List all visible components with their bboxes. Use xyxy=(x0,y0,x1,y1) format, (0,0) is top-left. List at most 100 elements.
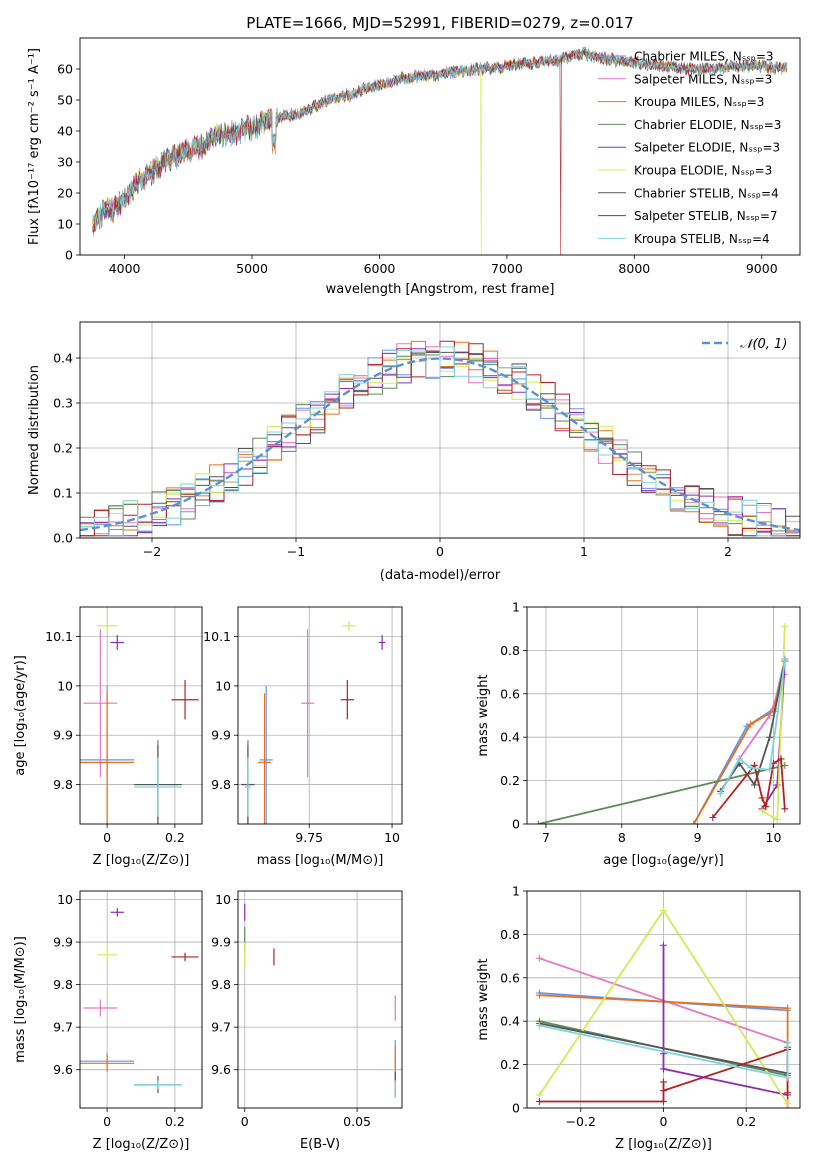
residuals-hist-4 xyxy=(80,348,800,537)
mass_vs_ebv-ytick-label-0: 9.6 xyxy=(211,1062,231,1077)
mass_vs_ebv-xtick-label-1: 0.05 xyxy=(343,1114,371,1129)
age_vs_Z-xtick-label-0: 0 xyxy=(103,830,111,845)
mass_vs_ebv-ytick-label-1: 9.7 xyxy=(211,1020,231,1035)
mass_weight_vs_Z-xtick-label-1: 0 xyxy=(660,1114,668,1129)
residuals-xlabel: (data-model)/error xyxy=(380,568,501,583)
spectrum-frame xyxy=(79,37,801,256)
mass_vs_ebv-axes: 0 0.05 9.6 9.7 9.8 9.9 10 E(B-V) xyxy=(211,891,402,1152)
age_vs_Z-ytick-label-2: 10 xyxy=(57,678,73,693)
mass_weight_vs_Z-xtick-label-2: 0.2 xyxy=(736,1114,756,1129)
spectrum-ytick-label-3: 30 xyxy=(57,155,73,170)
age_vs_mass-axes: 9.75 10 9.8 9.9 10 10.1 mass [log₁₀(M/M⊙)] xyxy=(203,607,402,868)
mass_weight_vs_Z-ytick-label-3: 0.6 xyxy=(500,970,520,985)
age_vs_Z-ytick-label-3: 10.1 xyxy=(45,629,73,644)
mass_weight_vs_Z-xlabel: Z [log₁₀(Z/Z⊙)] xyxy=(615,1137,712,1152)
mass_weight_vs_Z-line-1-marker-0 xyxy=(535,954,543,962)
mass_weight_vs_age-line-5-marker-0 xyxy=(758,807,766,815)
residuals-ytick-label-4: 0.4 xyxy=(53,351,73,366)
age_vs_Z-ytick-label-0: 9.8 xyxy=(53,777,73,792)
spectrum-legend-label-6: Chabrier STELIB, Nₛₛₚ=4 xyxy=(634,186,779,200)
mass_vs_Z-xtick-label-0: 0 xyxy=(103,1114,111,1129)
mass_weight_vs_Z-axes: −0.2 0 0.2 0 0.2 0.4 0.6 0.8 1 Z [log₁₀(Z/Z⊙)] mas… xyxy=(476,884,800,1152)
age_vs_mass-xlabel: mass [log₁₀(M/M⊙)] xyxy=(257,853,384,868)
spectrum-ytick-label-6: 60 xyxy=(57,62,73,77)
residuals-ytick-label-0: 0.0 xyxy=(53,531,73,546)
mass_weight_vs_Z-ytick-label-4: 0.8 xyxy=(500,927,520,942)
residuals-hists xyxy=(80,340,800,537)
mass_weight_vs_age-lines xyxy=(534,623,789,824)
mass_weight_vs_age-line-6-marker-3 xyxy=(766,733,774,741)
mass_weight_vs_age-xtick-label-0: 7 xyxy=(542,830,550,845)
mass_weight_vs_age-frame xyxy=(526,606,801,825)
mass_vs_Z-ytick-label-4: 10 xyxy=(57,892,73,907)
spectrum-legend-label-0: Chabrier MILES, Nₛₛₚ=3 xyxy=(634,50,774,64)
mass_weight_vs_age-line-5-marker-2 xyxy=(781,623,789,631)
age_vs_mass-points xyxy=(241,620,386,824)
mass_weight_vs_age-ytick-label-3: 0.6 xyxy=(500,686,520,701)
spectrum-legend-label-3: Chabrier ELODIE, Nₛₛₚ=3 xyxy=(634,118,781,132)
mass_vs_ebv-ytick-label-3: 9.9 xyxy=(211,935,231,950)
spectrum-xtick-label-3: 7000 xyxy=(491,261,523,276)
spectrum-ytick-label-2: 20 xyxy=(57,186,73,201)
residuals-xtick-label-3: 1 xyxy=(580,544,588,559)
residuals-ylabel: Normed distribution xyxy=(27,365,42,495)
mass_weight_vs_Z-ytick-label-2: 0.4 xyxy=(500,1014,520,1029)
mass_weight_vs_Z-ytick-label-5: 1 xyxy=(512,884,520,899)
mass_weight_vs_age-line-8-marker-3 xyxy=(766,766,774,774)
mass_weight_vs_Z-line-4-marker-2 xyxy=(660,1065,667,1073)
residuals-legend-label: 𝒩(0, 1) xyxy=(740,337,787,352)
spectrum-legend-label-2: Kroupa MILES, Nₛₛₚ=3 xyxy=(634,95,764,109)
mass_weight_vs_age-line-3 xyxy=(538,764,786,824)
mass_weight_vs_age-xtick-label-3: 10 xyxy=(766,830,782,845)
mass_weight_vs_age-line-4-marker-1 xyxy=(773,781,781,789)
mass_weight_vs_Z-line-7-marker-2 xyxy=(660,1078,667,1086)
mass_vs_ebv-frame xyxy=(237,890,403,1109)
spectrum-xtick-label-0: 4000 xyxy=(109,261,141,276)
spectrum-legend-label-1: Salpeter MILES, Nₛₛₚ=3 xyxy=(634,72,772,86)
age_vs_mass-frame xyxy=(237,606,403,825)
spectrum-ytick-label-0: 0 xyxy=(65,248,73,263)
residuals-frame xyxy=(79,321,801,539)
mass_weight_vs_Z-line-2-marker-1 xyxy=(784,1004,792,1012)
residuals-ytick-label-1: 0.1 xyxy=(53,486,73,501)
age_vs_mass-ytick-label-1: 9.9 xyxy=(211,728,231,743)
mass_weight_vs_age-ytick-label-5: 1 xyxy=(512,600,520,615)
residuals-ytick-label-3: 0.3 xyxy=(53,396,73,411)
mass_weight_vs_age-line-2-marker-0 xyxy=(690,820,698,824)
mass_weight_vs_age-line-8-marker-4 xyxy=(781,657,789,665)
spectrum-legend-label-8: Kroupa STELIB, Nₛₛₚ=4 xyxy=(634,232,770,246)
mass_vs_Z-xtick-label-1: 0.2 xyxy=(165,1114,185,1129)
mass_weight_vs_age-ytick-label-1: 0.2 xyxy=(500,773,520,788)
spectrum-lines xyxy=(92,46,788,255)
age_vs_Z-points xyxy=(80,620,199,824)
mass_weight_vs_Z-line-7-marker-3 xyxy=(660,1087,667,1095)
mass_weight_vs_age-line-7-marker-3 xyxy=(762,803,770,811)
mass_weight_vs_Z-line-5-marker-0 xyxy=(535,1091,543,1099)
mass_vs_ebv-xlabel: E(B-V) xyxy=(300,1137,340,1152)
mass_weight_vs_age-ytick-label-4: 0.8 xyxy=(500,643,520,658)
spectrum-legend: Chabrier MILES, Nₛₛₚ=3 Salpeter MILES, Nₛ… xyxy=(598,50,781,246)
mass_weight_vs_Z-line-5-marker-2 xyxy=(784,1100,792,1108)
spectrum-xtick-label-5: 9000 xyxy=(746,261,778,276)
age_vs_Z-xlabel: Z [log₁₀(Z/Z⊙)] xyxy=(93,853,190,868)
spectrum-ylabel: Flux [fλ10⁻¹⁷ erg cm⁻² s⁻¹ A⁻¹] xyxy=(27,48,42,245)
mass_weight_vs_age-line-7-marker-5 xyxy=(777,755,785,763)
spectrum-axes: 4000 5000 6000 7000 8000 9000 0 10 20 30 40 50 60 wav… xyxy=(27,48,778,297)
mass_weight_vs_Z-line-7-marker-1 xyxy=(660,1097,667,1105)
mass_weight_vs_age-ytick-label-0: 0 xyxy=(512,817,520,832)
spectrum-ytick-label-4: 40 xyxy=(57,124,73,139)
age_vs_Z-xtick-label-1: 0.2 xyxy=(165,830,185,845)
mass_weight_vs_age-line-3-marker-0 xyxy=(534,820,542,824)
mass_weight_vs_Z-xtick-label-0: −0.2 xyxy=(566,1114,596,1129)
mass_weight_vs_Z-lines xyxy=(535,907,792,1108)
mass_vs_ebv-points xyxy=(244,903,396,1098)
mass_weight_vs_Z-line-8-marker-0 xyxy=(535,1022,543,1030)
spectrum-series-8 xyxy=(92,47,788,232)
mass_weight_vs_age-line-8-marker-0 xyxy=(716,790,724,798)
mass_vs_ebv-xtick-label-0: 0 xyxy=(241,1114,249,1129)
spectrum-title: PLATE=1666, MJD=52991, FIBERID=0279, z=0… xyxy=(246,14,633,32)
mass_vs_Z-points xyxy=(80,908,199,1094)
age_vs_mass-xtick-label-0: 9.75 xyxy=(295,830,323,845)
mass_weight_vs_age-line-7-marker-0 xyxy=(709,813,717,821)
